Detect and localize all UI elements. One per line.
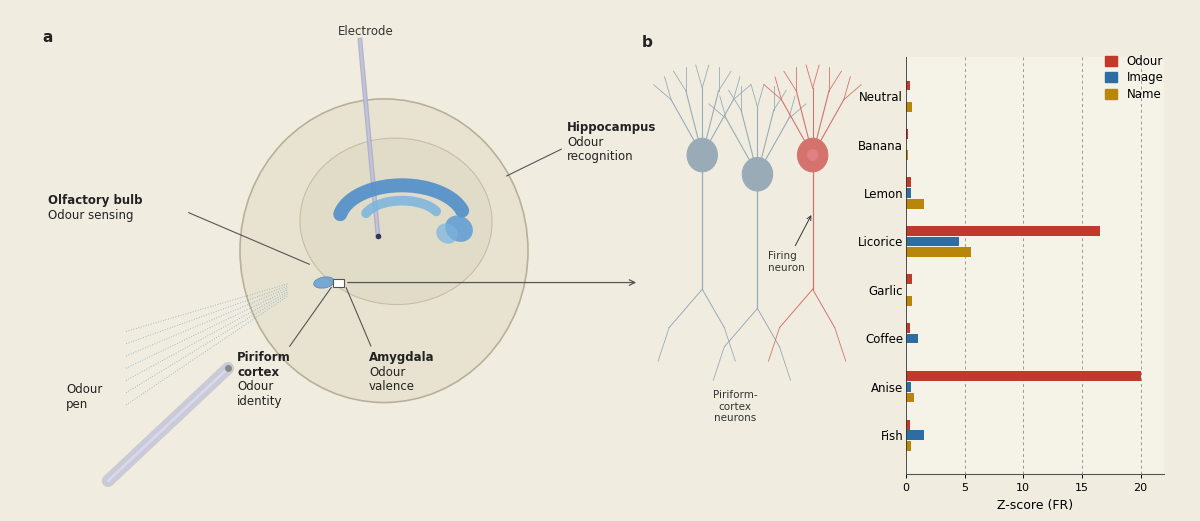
Bar — [906, 81, 910, 90]
Text: Odour: Odour — [66, 383, 102, 396]
Ellipse shape — [688, 138, 718, 172]
Ellipse shape — [313, 277, 335, 288]
Text: Firing
neuron: Firing neuron — [768, 216, 811, 272]
Bar — [906, 430, 924, 440]
Bar — [906, 441, 911, 451]
Bar — [906, 275, 912, 284]
Text: recognition: recognition — [568, 150, 634, 163]
Text: Odour sensing: Odour sensing — [48, 209, 133, 222]
Text: Odour: Odour — [370, 366, 406, 379]
Text: Olfactory bulb: Olfactory bulb — [48, 194, 143, 207]
Bar — [906, 247, 971, 257]
Ellipse shape — [300, 138, 492, 305]
Legend: Odour, Image, Name: Odour, Image, Name — [1105, 55, 1163, 101]
Text: pen: pen — [66, 398, 89, 411]
Ellipse shape — [743, 157, 773, 191]
Bar — [906, 150, 908, 160]
Text: Piriform-
cortex
neurons: Piriform- cortex neurons — [713, 390, 757, 423]
Bar — [906, 102, 912, 111]
X-axis label: Z-score (FR): Z-score (FR) — [997, 499, 1073, 512]
Text: identity: identity — [238, 395, 282, 408]
Bar — [906, 323, 910, 332]
Ellipse shape — [240, 99, 528, 403]
Bar — [906, 199, 924, 208]
Text: b: b — [642, 35, 653, 50]
Bar — [906, 188, 911, 198]
Text: a: a — [42, 30, 53, 45]
Bar — [906, 226, 1099, 235]
Ellipse shape — [798, 138, 828, 172]
Bar — [906, 237, 959, 246]
Text: valence: valence — [370, 380, 415, 393]
Bar — [906, 129, 908, 139]
Bar — [906, 393, 914, 402]
Text: Amygdala: Amygdala — [370, 351, 434, 364]
Ellipse shape — [437, 224, 457, 244]
Bar — [334, 279, 343, 288]
Text: Piriform: Piriform — [238, 351, 290, 364]
Bar — [906, 371, 1140, 381]
Bar — [906, 296, 912, 305]
Bar — [906, 178, 911, 187]
Bar — [906, 420, 910, 430]
Text: Electrode: Electrode — [338, 24, 394, 38]
Ellipse shape — [808, 149, 818, 161]
Text: Hippocampus: Hippocampus — [568, 121, 656, 134]
Bar — [906, 382, 911, 392]
Text: Odour: Odour — [238, 380, 274, 393]
Ellipse shape — [445, 216, 473, 242]
Text: Odour: Odour — [568, 135, 604, 148]
Text: cortex: cortex — [238, 366, 280, 379]
Bar — [906, 333, 918, 343]
